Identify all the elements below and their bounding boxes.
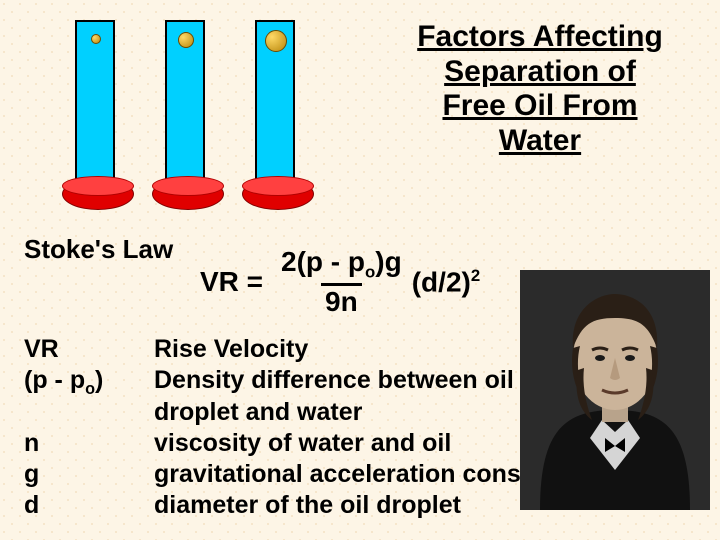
definition-row: (p - po)Density difference between oil d…: [24, 365, 584, 428]
cylinder-base-top: [242, 176, 314, 196]
cylinder-tube: [75, 20, 115, 190]
slide-title: Factors Affecting Separation of Free Oil…: [390, 20, 690, 158]
formula-fraction: 2(p - po)g 9n: [277, 248, 406, 316]
definition-symbol: d: [24, 490, 154, 521]
title-line: Factors Affecting: [417, 20, 663, 53]
cylinders-group: [70, 20, 300, 210]
definition-row: ddiameter of the oil droplet: [24, 490, 584, 521]
oil-droplet-icon: [91, 34, 101, 44]
definition-row: nviscosity of water and oil: [24, 428, 584, 459]
definition-symbol: g: [24, 459, 154, 490]
definition-row: ggravitational acceleration constant: [24, 459, 584, 490]
formula-lhs: VR =: [200, 266, 263, 298]
title-line: Free Oil From: [442, 89, 637, 122]
definition-symbol: (p - po): [24, 365, 154, 428]
cylinder: [160, 20, 210, 210]
stokes-law-heading: Stoke's Law: [24, 234, 173, 265]
formula-numerator: 2(p - po)g: [277, 248, 406, 283]
formula-tail: (d/2)2: [412, 266, 480, 298]
stokes-formula: VR = 2(p - po)g 9n (d/2)2: [200, 248, 480, 316]
oil-droplet-icon: [178, 32, 194, 48]
formula-denominator: 9n: [321, 283, 362, 316]
oil-droplet-icon: [265, 30, 287, 52]
cylinder: [70, 20, 120, 210]
stokes-portrait: [520, 270, 710, 510]
title-line: Separation of: [444, 55, 636, 88]
definition-row: VRRise Velocity: [24, 334, 584, 365]
title-line: Water: [499, 124, 581, 157]
definitions-list: VRRise Velocity(p - po)Density differenc…: [24, 334, 584, 522]
cylinder-base-top: [152, 176, 224, 196]
portrait-icon: [520, 270, 710, 510]
definition-symbol: n: [24, 428, 154, 459]
definition-symbol: VR: [24, 334, 154, 365]
cylinder: [250, 20, 300, 210]
cylinder-base-top: [62, 176, 134, 196]
